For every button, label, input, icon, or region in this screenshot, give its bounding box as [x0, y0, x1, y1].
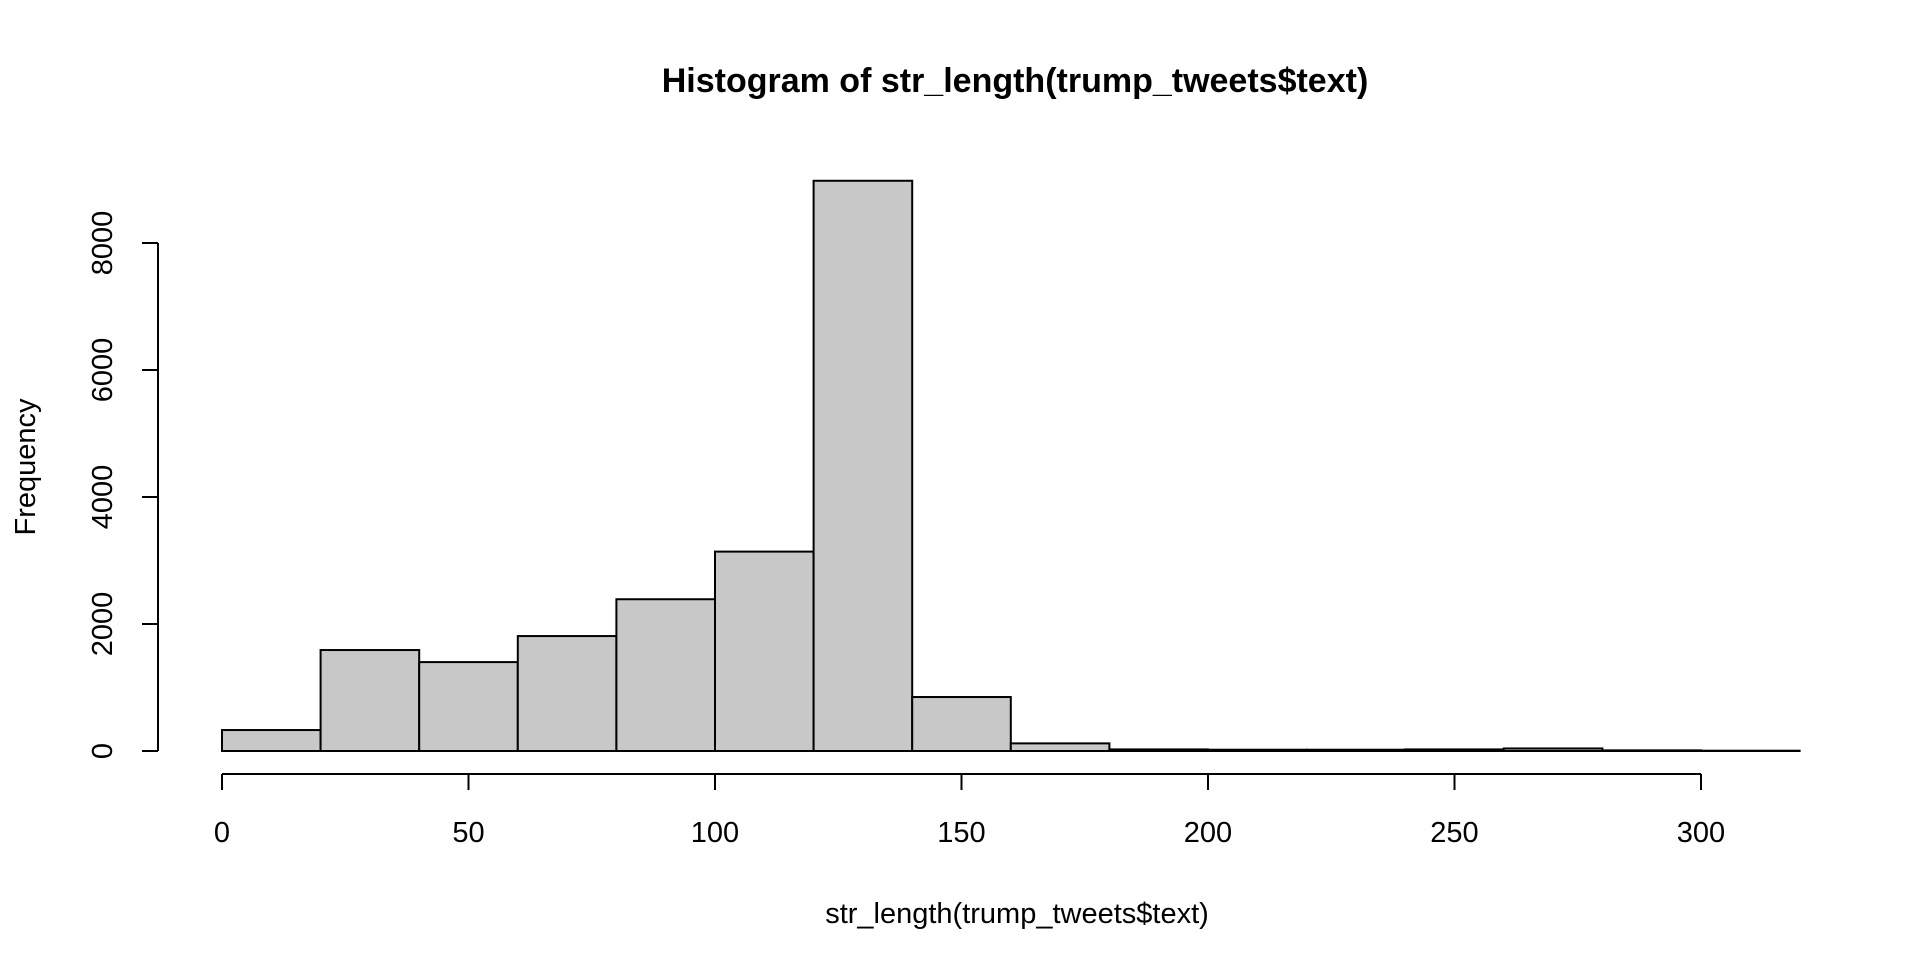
chart-title: Histogram of str_length(trump_tweets$tex…	[662, 62, 1369, 100]
y-axis: 0 2000 4000 6000 8000	[87, 211, 159, 759]
histogram-bar	[1502, 747, 1604, 753]
histogram-bar	[1207, 748, 1308, 752]
histogram-bar	[1009, 742, 1111, 753]
x-tick-label: 50	[452, 817, 484, 849]
x-axis-label: str_length(trump_tweets$text)	[825, 898, 1209, 930]
x-tick-label: 0	[214, 817, 230, 849]
histogram-bar	[714, 550, 815, 752]
y-axis-label: Frequency	[10, 398, 42, 536]
histogram-bar	[911, 696, 1012, 753]
x-tick-label: 300	[1677, 817, 1725, 849]
histogram-bar	[418, 661, 519, 752]
y-tick-label: 2000	[87, 592, 119, 657]
histogram-bar	[812, 179, 914, 752]
y-tick-label: 8000	[87, 211, 119, 276]
histogram-bar	[1108, 748, 1210, 752]
x-tick-label: 200	[1184, 817, 1232, 849]
y-tick-label: 4000	[87, 465, 119, 530]
histogram-bar	[1404, 748, 1505, 752]
x-tick-label: 250	[1430, 817, 1478, 849]
histogram-bar	[516, 635, 618, 752]
histogram-bar	[1601, 749, 1703, 752]
y-tick-label: 6000	[87, 338, 119, 403]
y-tick-label: 0	[87, 743, 119, 759]
histogram-bar	[221, 729, 322, 752]
bars-group	[221, 179, 1801, 753]
x-axis: 0 50 100 150 200 250 300	[214, 773, 1725, 849]
x-tick-label: 100	[691, 817, 739, 849]
x-tick-label: 150	[937, 817, 985, 849]
histogram-bar	[319, 649, 421, 752]
histogram-bar	[1305, 748, 1407, 752]
histogram-bar	[615, 598, 717, 752]
